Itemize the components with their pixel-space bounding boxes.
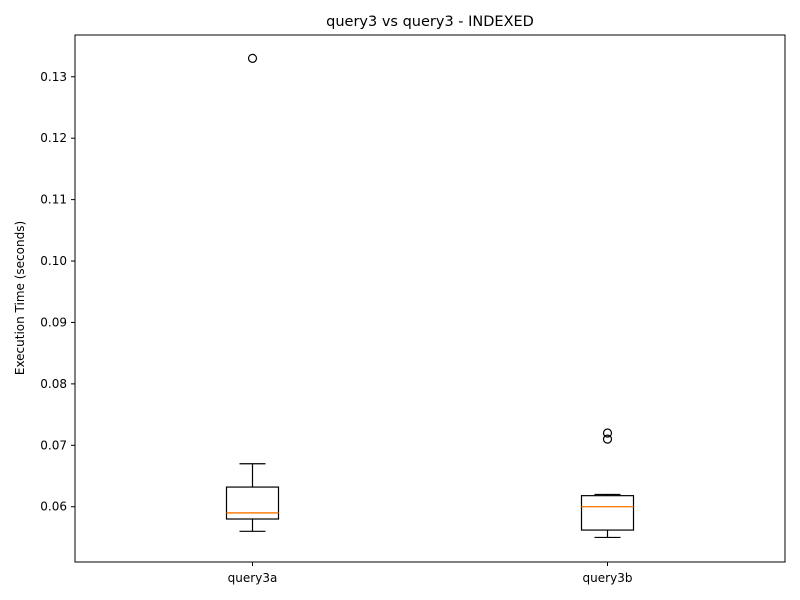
chart-title: query3 vs query3 - INDEXED	[326, 14, 534, 30]
y-tick-label: 0.12	[40, 131, 67, 145]
y-tick-label: 0.09	[40, 315, 67, 329]
box-iqr	[580, 495, 635, 531]
x-tick-label: query3b	[583, 571, 633, 585]
y-axis-label: Execution Time (seconds)	[13, 221, 27, 375]
y-tick-label: 0.13	[40, 70, 67, 84]
y-tick-label: 0.10	[40, 254, 67, 268]
outlier-point	[602, 428, 613, 438]
outlier-point	[602, 434, 613, 444]
x-tick-label: query3a	[228, 571, 278, 585]
y-tick-label: 0.08	[40, 377, 67, 391]
plot-area: 0.06 0.07 0.08 0.09 0.10 0.11 0.12 0.13 query3a q…	[40, 53, 635, 585]
box-iqr	[225, 486, 280, 520]
outlier-point	[247, 53, 258, 63]
y-tick-label: 0.11	[40, 193, 67, 207]
y-tick-label: 0.06	[40, 500, 67, 514]
y-tick-label: 0.07	[40, 438, 67, 452]
axes-frame	[74, 34, 786, 563]
